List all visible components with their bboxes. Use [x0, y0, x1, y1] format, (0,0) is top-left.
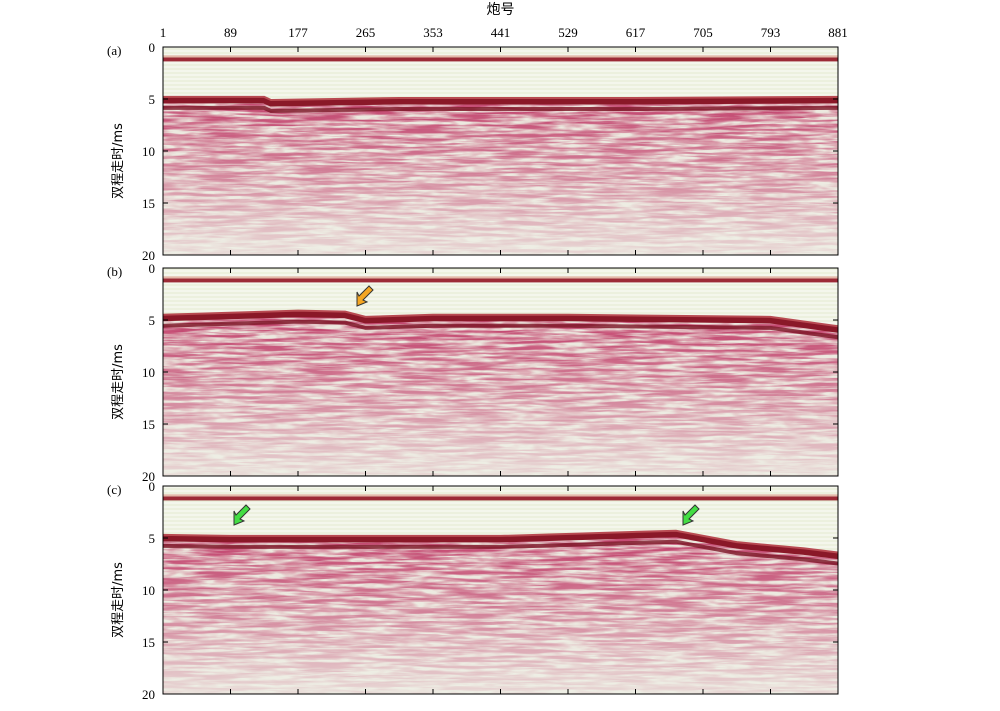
x-tick-label: 881	[828, 25, 848, 40]
direct-wave	[163, 496, 838, 501]
y-tick-label: 20	[142, 248, 155, 263]
panel: 0 5 10 15 20 (c) 双程走时/ms	[107, 479, 839, 702]
direct-wave-halo	[163, 276, 838, 279]
seafloor-2	[163, 539, 838, 566]
x-axis-title: 炮号	[487, 2, 515, 18]
fade	[163, 109, 838, 255]
x-tick-label: 793	[761, 25, 781, 40]
direct-wave	[163, 278, 838, 283]
fade	[163, 330, 838, 476]
y-tick-label: 5	[149, 531, 156, 546]
y-tick-label: 10	[142, 583, 155, 598]
x-tick-label: 265	[356, 25, 376, 40]
x-tick-label: 441	[491, 25, 511, 40]
x-tick-label: 617	[626, 25, 646, 40]
seafloor	[163, 530, 838, 560]
y-tick-label: 10	[142, 144, 155, 159]
panel-label: (c)	[107, 482, 121, 497]
x-tick-label: 177	[288, 25, 308, 40]
y-tick-label: 0	[149, 479, 156, 494]
y-tick-label: 0	[149, 40, 156, 55]
x-tick-label: 1	[160, 25, 167, 40]
y-tick-label: 15	[142, 417, 155, 432]
texture	[163, 310, 838, 476]
x-tick-label: 705	[693, 25, 713, 40]
direct-wave-halo	[163, 55, 838, 58]
direct-wave-halo	[163, 494, 838, 497]
texture	[163, 530, 838, 694]
seafloor	[163, 96, 838, 107]
seafloor-edge	[163, 95, 838, 102]
subsurface	[163, 310, 838, 476]
x-tick-label: 353	[423, 25, 443, 40]
y-tick-label: 15	[142, 196, 155, 211]
arrow	[682, 504, 700, 526]
y-axis-title: 双程走时/ms	[111, 123, 126, 199]
panel-label: (a)	[107, 43, 121, 58]
seismic-image	[163, 47, 838, 255]
panel-label: (b)	[107, 264, 122, 279]
seafloor	[163, 310, 838, 333]
y-tick-label: 5	[149, 313, 156, 328]
x-tick-label: 529	[558, 25, 578, 40]
subsurface	[163, 530, 838, 694]
y-axis-title: 双程走时/ms	[111, 344, 126, 420]
seafloor-edge	[163, 529, 838, 554]
y-axis-title: 双程走时/ms	[111, 562, 126, 638]
seafloor-2	[163, 319, 838, 340]
seafloor-edge	[163, 309, 838, 328]
seismic-image	[163, 486, 838, 694]
direct-wave	[163, 57, 838, 62]
y-tick-label: 20	[142, 687, 155, 702]
arrow	[356, 285, 374, 307]
arrow	[233, 504, 251, 526]
subsurface	[163, 96, 838, 255]
x-tick-label: 89	[224, 25, 237, 40]
panel: 0 5 10 15 20 (b) 双程走时/ms	[107, 261, 839, 484]
seismic-image	[163, 268, 838, 476]
seafloor-2	[163, 105, 838, 114]
y-tick-label: 20	[142, 469, 155, 484]
y-tick-label: 0	[149, 261, 156, 276]
panel: 0 5 10 15 20 1 89 177 265 353 441 529 617 705 793 881 炮号…	[107, 2, 848, 263]
y-tick-label: 15	[142, 635, 155, 650]
y-tick-label: 5	[149, 92, 156, 107]
fade	[163, 548, 838, 694]
texture	[163, 96, 838, 255]
y-tick-label: 10	[142, 365, 155, 380]
